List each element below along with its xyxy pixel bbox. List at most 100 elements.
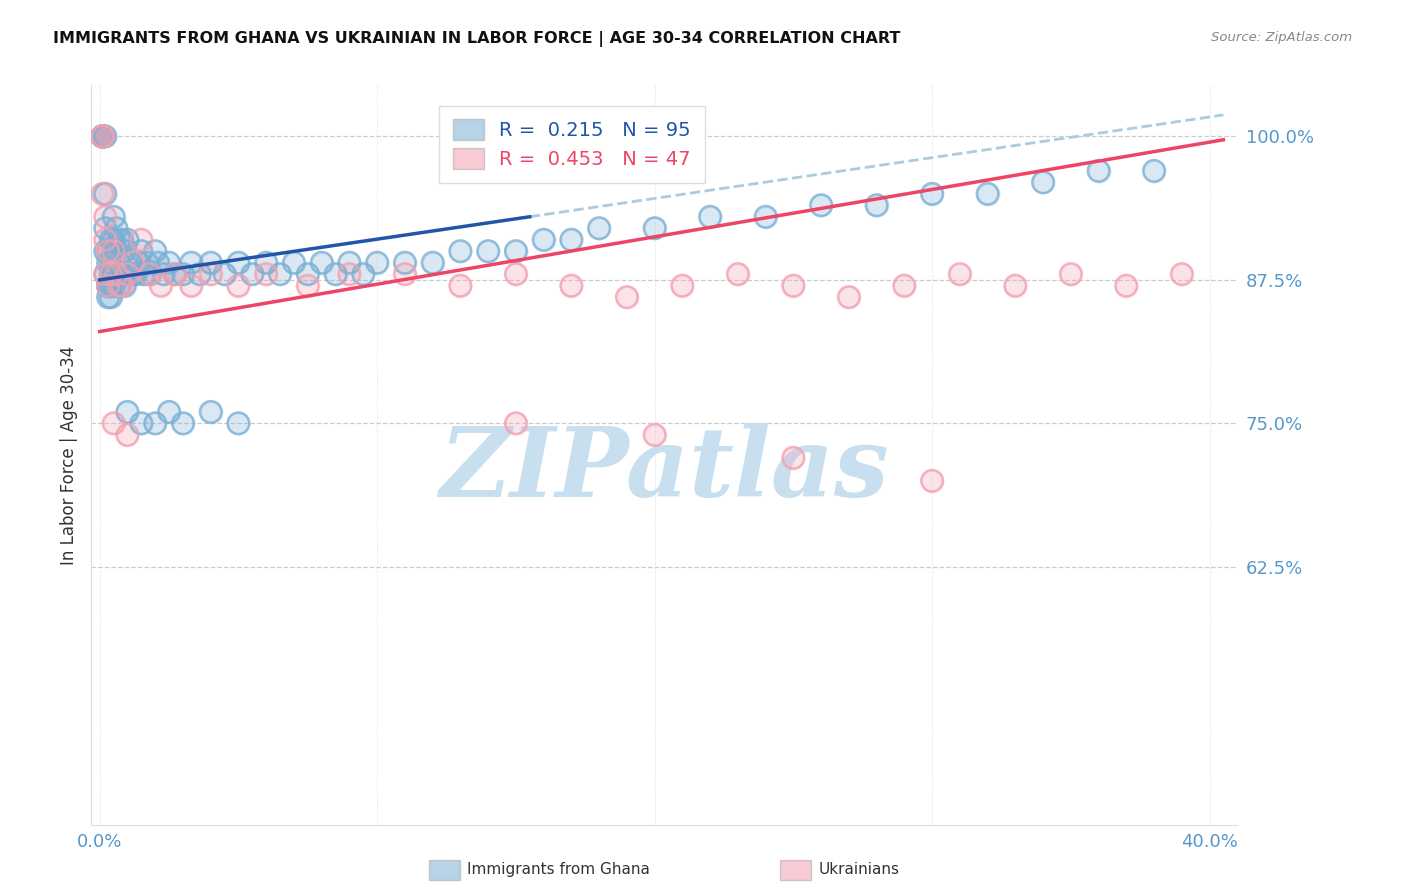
Point	[588, 221, 610, 235]
Point	[135, 255, 157, 269]
Point	[97, 244, 120, 259]
Point	[103, 267, 125, 281]
Point	[120, 255, 142, 269]
Point	[200, 405, 222, 419]
Point	[111, 267, 134, 281]
Point	[94, 244, 117, 259]
Point	[143, 244, 166, 259]
Point	[893, 278, 915, 293]
Point	[533, 233, 555, 247]
Point	[152, 267, 174, 281]
Point	[108, 233, 131, 247]
Point	[180, 255, 202, 269]
Point	[91, 129, 114, 144]
Point	[893, 278, 915, 293]
Text: Source: ZipAtlas.com: Source: ZipAtlas.com	[1212, 31, 1353, 45]
Point	[91, 129, 114, 144]
Point	[94, 221, 117, 235]
Point	[588, 221, 610, 235]
Point	[100, 278, 122, 293]
Point	[94, 267, 117, 281]
Point	[91, 129, 114, 144]
Point	[172, 417, 194, 431]
Point	[394, 255, 416, 269]
Point	[138, 267, 160, 281]
Point	[394, 267, 416, 281]
Point	[422, 255, 444, 269]
Point	[422, 255, 444, 269]
Point	[97, 278, 120, 293]
Point	[97, 278, 120, 293]
Point	[254, 255, 277, 269]
Point	[105, 267, 128, 281]
Point	[1004, 278, 1026, 293]
Point	[100, 255, 122, 269]
Point	[97, 278, 120, 293]
Point	[1060, 267, 1083, 281]
Point	[103, 210, 125, 224]
Point	[111, 278, 134, 293]
Point	[671, 278, 693, 293]
Point	[533, 233, 555, 247]
Point	[254, 267, 277, 281]
Text: Ukrainians: Ukrainians	[818, 863, 900, 877]
Point	[131, 233, 153, 247]
Point	[149, 278, 172, 293]
Point	[505, 244, 527, 259]
Point	[755, 210, 778, 224]
Point	[122, 255, 145, 269]
Point	[949, 267, 972, 281]
Point	[97, 255, 120, 269]
Point	[311, 255, 333, 269]
Point	[91, 129, 114, 144]
Point	[782, 450, 804, 465]
Point	[505, 417, 527, 431]
Point	[131, 417, 153, 431]
Point	[138, 267, 160, 281]
Point	[103, 244, 125, 259]
Point	[254, 255, 277, 269]
Point	[91, 129, 114, 144]
Point	[214, 267, 236, 281]
Point	[560, 233, 582, 247]
Point	[976, 186, 998, 201]
Point	[91, 129, 114, 144]
Point	[143, 244, 166, 259]
Point	[91, 129, 114, 144]
Point	[94, 267, 117, 281]
Point	[111, 278, 134, 293]
Point	[1087, 164, 1109, 178]
Point	[128, 255, 150, 269]
Point	[105, 244, 128, 259]
Point	[921, 186, 943, 201]
Point	[1004, 278, 1026, 293]
Point	[117, 427, 139, 442]
Point	[228, 278, 250, 293]
Point	[97, 244, 120, 259]
Point	[146, 255, 169, 269]
Point	[128, 255, 150, 269]
Point	[103, 417, 125, 431]
Point	[200, 267, 222, 281]
Point	[560, 233, 582, 247]
Point	[138, 267, 160, 281]
Point	[1171, 267, 1194, 281]
Point	[94, 129, 117, 144]
Point	[782, 278, 804, 293]
Point	[644, 221, 666, 235]
Point	[91, 129, 114, 144]
Point	[97, 278, 120, 293]
Point	[131, 417, 153, 431]
Point	[188, 267, 211, 281]
Text: Immigrants from Ghana: Immigrants from Ghana	[467, 863, 650, 877]
Point	[149, 278, 172, 293]
Point	[505, 417, 527, 431]
Point	[228, 255, 250, 269]
Point	[97, 278, 120, 293]
Point	[339, 267, 361, 281]
Point	[97, 244, 120, 259]
Point	[394, 267, 416, 281]
Point	[117, 405, 139, 419]
Point	[91, 129, 114, 144]
Point	[91, 129, 114, 144]
